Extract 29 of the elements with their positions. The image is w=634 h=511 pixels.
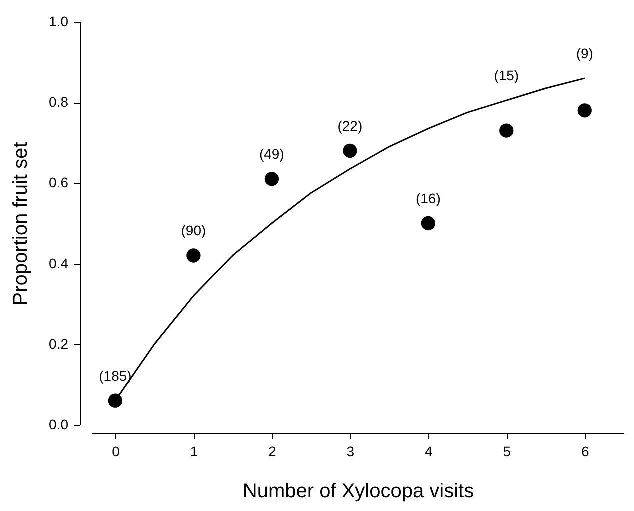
annotation: (185)	[99, 368, 132, 384]
annotation: (49)	[259, 146, 284, 162]
annotation: (9)	[576, 45, 594, 62]
x-tick-label: 4	[425, 444, 434, 460]
annotation: (22)	[338, 118, 363, 134]
point	[343, 144, 358, 158]
point	[108, 394, 123, 408]
x-tick-label: 0	[112, 444, 120, 460]
y-axis-title: Proportion fruit set	[10, 142, 32, 306]
annotation: (15)	[494, 68, 520, 84]
x-axis-title: Number of Xylocopa visits	[242, 480, 474, 502]
y-tick-label: 0.2	[49, 336, 69, 352]
y-tick-label: 1.0	[49, 14, 69, 30]
x-tick-label: 6	[581, 444, 590, 460]
y-tick-label: 0.4	[49, 255, 69, 272]
y-tick-label: 0.6	[49, 174, 69, 191]
point	[264, 172, 280, 186]
annotation: (16)	[416, 190, 441, 206]
y-tick-label: 0.0	[49, 416, 69, 432]
point	[578, 104, 592, 118]
x-tick-label: 5	[503, 444, 512, 460]
point	[186, 248, 201, 263]
x-tick-label: 3	[346, 444, 355, 460]
point	[500, 124, 514, 138]
x-tick-label: 1	[190, 444, 198, 460]
annotation: (90)	[181, 222, 206, 239]
point	[421, 216, 436, 231]
y-tick-label: 0.8	[49, 94, 69, 110]
x-tick-label: 2	[268, 444, 277, 460]
